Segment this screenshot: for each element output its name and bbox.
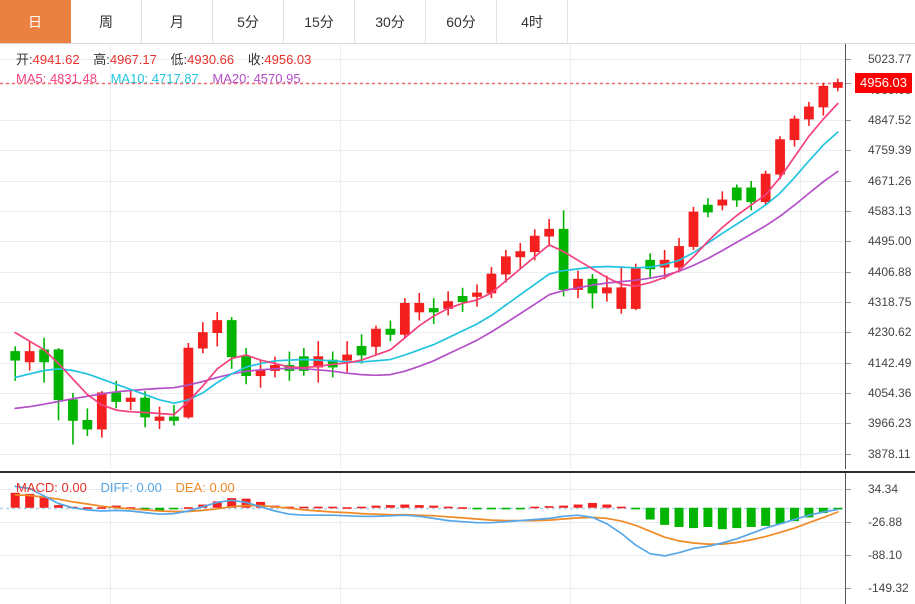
price-axis-tick: 4054.36: [868, 386, 912, 401]
tab-5min[interactable]: 5分: [213, 0, 284, 43]
price-axis-tick: 4318.75: [868, 295, 912, 310]
price-chart-panel[interactable]: 开:4941.62 高:4967.17 低:4930.66 收:4956.03 …: [0, 44, 915, 469]
price-axis-tick: 4671.26: [868, 173, 912, 188]
current-price-tag: 4956.03: [855, 72, 912, 93]
tab-label: 15分: [304, 13, 334, 30]
tab-label: 30分: [375, 13, 405, 30]
tab-label: 日: [28, 13, 42, 30]
tab-label: 4时: [521, 13, 543, 30]
tab-30min[interactable]: 30分: [355, 0, 426, 43]
macd-axis-tick: -149.32: [868, 580, 909, 595]
candlestick-plot: [0, 44, 851, 469]
price-axis-tick: 4847.52: [868, 112, 912, 127]
price-axis-tick: 4759.39: [868, 143, 912, 158]
tab-label: 周: [99, 13, 113, 30]
tab-day[interactable]: 日: [0, 0, 71, 43]
price-axis-tick: 5023.77: [868, 52, 912, 67]
tab-month[interactable]: 月: [142, 0, 213, 43]
macd-axis-tick: -26.88: [868, 515, 903, 530]
macd-axis-tick: 34.34: [868, 482, 899, 497]
price-axis-tick: 4495.00: [868, 234, 912, 249]
price-axis-tick: 3966.23: [868, 416, 912, 431]
macd-axis-tick: -88.10: [868, 547, 903, 562]
price-axis-tick: 4230.62: [868, 325, 912, 340]
timeframe-tabbar: 日 周 月 5分 15分 30分 60分 4时: [0, 0, 915, 44]
macd-plot: [0, 473, 851, 604]
price-axis-tick: 4583.13: [868, 203, 912, 218]
tabbar-filler: [568, 0, 915, 43]
tab-15min[interactable]: 15分: [284, 0, 355, 43]
tab-label: 月: [170, 13, 184, 30]
macd-chart-panel[interactable]: MACD: 0.00 DIFF: 0.00 DEA: 0.00 34.34 -26…: [0, 471, 915, 604]
tab-4hour[interactable]: 4时: [497, 0, 568, 43]
price-axis-tick: 4142.49: [868, 355, 912, 370]
price-axis-tick: 4406.88: [868, 264, 912, 279]
price-axis-tick: 3878.11: [868, 446, 911, 461]
tab-label: 60分: [446, 13, 476, 30]
tab-week[interactable]: 周: [71, 0, 142, 43]
tab-60min[interactable]: 60分: [426, 0, 497, 43]
tab-label: 5分: [237, 13, 259, 30]
